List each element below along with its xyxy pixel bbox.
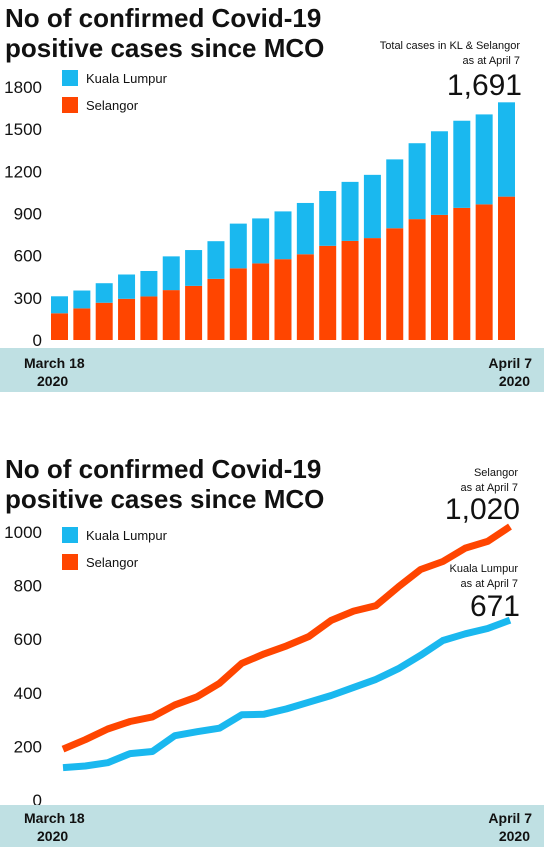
chart1-x-start-label-line2: 2020 — [37, 373, 68, 389]
chart1-bar-selangor — [475, 204, 493, 340]
chart1-bar-kuala-lumpur — [118, 274, 136, 299]
chart2-annotation-kl-line2: as at April 7 — [461, 578, 518, 590]
chart1-bar-selangor — [363, 238, 381, 340]
chart1-bar-selangor — [252, 263, 270, 340]
chart1-annotation-line2: as at April 7 — [463, 55, 520, 67]
chart1-ytick-label: 1500 — [4, 120, 42, 139]
chart1-bar-selangor — [140, 296, 158, 340]
chart1-ytick-label: 0 — [33, 331, 42, 350]
chart1-ytick-label: 300 — [14, 289, 42, 308]
chart1-x-start-label-line1: March 18 — [24, 355, 85, 371]
chart2-annotation-kl-value: 671 — [470, 590, 520, 623]
chart1-legend-swatch-selangor — [62, 97, 78, 113]
chart1-bar-selangor — [430, 214, 448, 340]
chart2-annotation-kl-line1: Kuala Lumpur — [450, 563, 519, 575]
chart1-bar-kuala-lumpur — [319, 191, 337, 246]
chart1-ytick-label: 600 — [14, 247, 42, 266]
chart1-bar-selangor — [274, 259, 292, 340]
chart1-bar-kuala-lumpur — [498, 102, 515, 197]
chart2-x-start-label-line2: 2020 — [37, 828, 68, 844]
chart1-legend-label-kuala-lumpur: Kuala Lumpur — [86, 71, 168, 86]
chart1-bar-kuala-lumpur — [475, 114, 493, 205]
chart1-date-band — [0, 348, 544, 392]
chart1-bar-selangor — [207, 278, 225, 340]
chart1-bar-kuala-lumpur — [430, 131, 448, 215]
chart1-bar-selangor — [162, 290, 180, 340]
chart1-bar-kuala-lumpur — [386, 159, 404, 229]
chart2-annotation-selangor-value: 1,020 — [445, 493, 520, 526]
chart1-bar-selangor — [118, 298, 136, 340]
chart1-bar-selangor — [341, 240, 359, 340]
chart1-annotation-line1: Total cases in KL & Selangor — [380, 40, 521, 52]
chart1-bar-selangor — [386, 228, 404, 340]
chart1-bar-kuala-lumpur — [453, 120, 471, 208]
chart1-ytick-label: 1200 — [4, 162, 42, 181]
chart1-bar-selangor — [229, 268, 247, 340]
chart2-x-end-label-line2: 2020 — [499, 828, 530, 844]
chart2-legend-swatch-kuala-lumpur — [62, 527, 78, 543]
chart2-legend-label-selangor: Selangor — [86, 555, 139, 570]
chart1-ytick-label: 900 — [14, 205, 42, 224]
chart2-x-end-label-line1: April 7 — [488, 810, 532, 826]
chart1-bar-selangor — [296, 254, 314, 340]
chart2-ytick-label: 600 — [14, 630, 42, 649]
chart2-ytick-label: 400 — [14, 684, 42, 703]
chart1-bar-selangor — [319, 245, 337, 340]
chart2-x-start-label-line1: March 18 — [24, 810, 85, 826]
chart2-legend-label-kuala-lumpur: Kuala Lumpur — [86, 528, 168, 543]
chart1-bar-kuala-lumpur — [229, 223, 247, 269]
chart1-ytick-label: 1800 — [4, 78, 42, 97]
chart1-bar-kuala-lumpur — [95, 283, 113, 303]
chart2-ytick-label: 800 — [14, 577, 42, 596]
chart1-bar-selangor — [408, 219, 426, 340]
chart1-bar-selangor — [453, 207, 471, 340]
chart1-legend-label-selangor: Selangor — [86, 98, 139, 113]
chart2-ytick-label: 1000 — [4, 523, 42, 542]
chart1-bar-kuala-lumpur — [408, 143, 426, 220]
chart1-title-line1: No of confirmed Covid-19 — [5, 3, 321, 33]
chart1-bar-kuala-lumpur — [73, 290, 91, 309]
chart1-bar-kuala-lumpur — [185, 250, 203, 286]
chart1-bar-kuala-lumpur — [274, 211, 292, 260]
chart2-title-line2: positive cases since MCO — [5, 484, 324, 514]
chart1-bar-selangor — [95, 302, 113, 340]
chart2-annotation-selangor-line2: as at April 7 — [461, 482, 518, 494]
chart2-ytick-label: 0 — [33, 791, 42, 810]
chart1-bar-kuala-lumpur — [140, 270, 158, 297]
chart1-annotation-value: 1,691 — [447, 69, 522, 102]
chart1-bar-kuala-lumpur — [296, 202, 314, 255]
chart1-bar-kuala-lumpur — [162, 256, 180, 291]
chart1-x-end-label-line1: April 7 — [488, 355, 532, 371]
chart2-legend-swatch-selangor — [62, 554, 78, 570]
chart1-x-end-label-line2: 2020 — [499, 373, 530, 389]
chart1-bar-kuala-lumpur — [207, 241, 225, 279]
chart1-legend-swatch-kuala-lumpur — [62, 70, 78, 86]
chart1-bar-selangor — [73, 308, 91, 340]
chart1-bar-selangor — [185, 285, 203, 340]
chart1-bar-kuala-lumpur — [252, 218, 270, 264]
chart2-date-band — [0, 805, 544, 847]
chart1-bar-kuala-lumpur — [51, 296, 68, 314]
chart1-bar-selangor — [51, 313, 68, 340]
chart2-annotation-selangor-line1: Selangor — [474, 467, 518, 479]
chart1-bar-kuala-lumpur — [363, 174, 381, 239]
chart2-title-line1: No of confirmed Covid-19 — [5, 454, 321, 484]
chart1-bar-selangor — [498, 196, 515, 340]
chart1-title-line2: positive cases since MCO — [5, 33, 324, 63]
chart2-ytick-label: 200 — [14, 737, 42, 756]
chart1-bar-kuala-lumpur — [341, 181, 359, 241]
